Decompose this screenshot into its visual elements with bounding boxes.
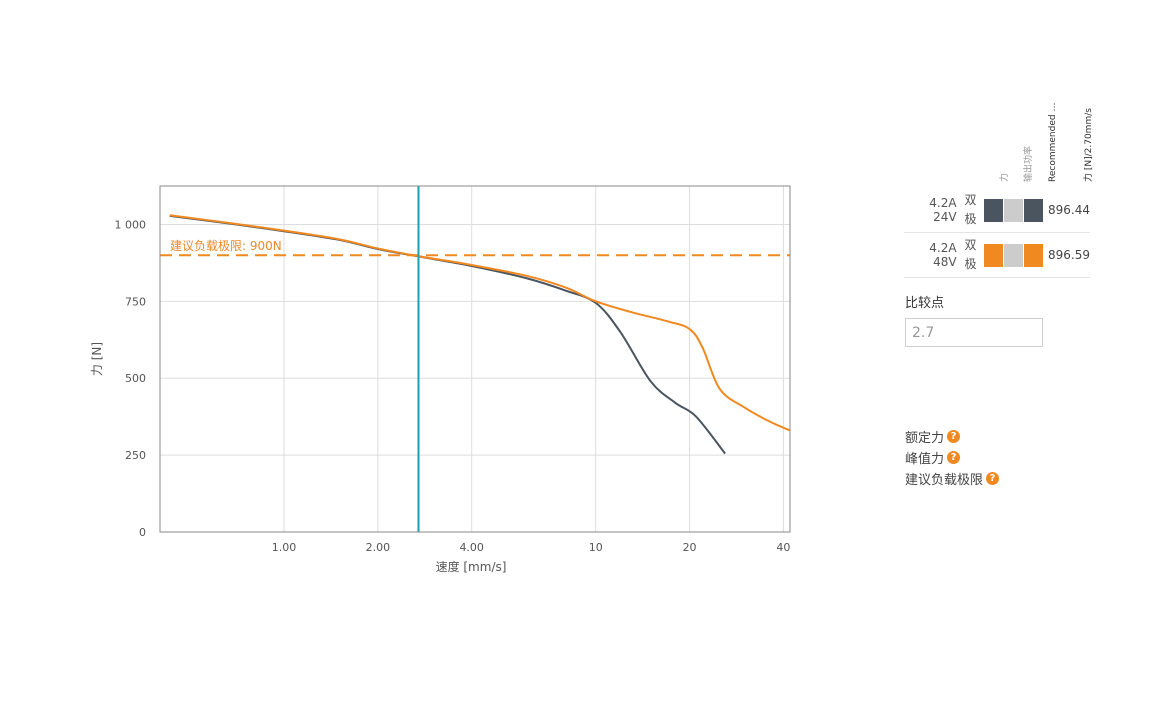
y-tick-label: 250 <box>125 449 146 462</box>
y-tick-label: 750 <box>125 295 146 308</box>
grid <box>160 186 790 533</box>
info-label: 额定力 <box>905 431 945 446</box>
info-item-peak-force: 峰值力 ? <box>905 447 999 468</box>
power-swatch[interactable] <box>1004 243 1024 267</box>
y-axis-title: 力 [N] <box>90 342 104 376</box>
column-header-recommended: Recommended l... <box>1048 102 1058 182</box>
info-list: 额定力 ? 峰值力 ? 建议负载极限 ? <box>905 426 1000 489</box>
help-icon[interactable]: ? <box>947 451 961 464</box>
compare-point-title: 比较点 <box>905 296 945 311</box>
help-icon[interactable]: ? <box>986 472 1000 485</box>
y-tick-label: 1 000 <box>115 218 147 231</box>
legend-row-type: 双极 <box>964 238 977 271</box>
plot-frame <box>159 185 791 533</box>
column-header-force: 力 <box>1000 172 1010 182</box>
force-speed-chart: 建议负载极限: 900N 0 250 500 750 1 000 1.00 2.00 4.00… <box>90 185 791 574</box>
x-tick-label: 2.00 <box>366 541 391 554</box>
force-swatch[interactable] <box>984 243 1004 267</box>
x-tick-label: 4.00 <box>459 541 484 554</box>
x-tick-label: 40 <box>776 541 790 554</box>
help-icon[interactable]: ? <box>947 430 961 443</box>
legend-row-label: 4.2A 48V <box>929 241 957 269</box>
info-item-rated-force: 额定力 ? <box>905 426 999 447</box>
legend-row-value: 896.59 <box>1047 248 1090 262</box>
axis-ticks: 0 250 500 750 1 000 1.00 2.00 4.00 10 20 40 <box>115 218 791 554</box>
recommended-swatch[interactable] <box>1024 243 1043 267</box>
legend-row-48v[interactable]: 4.2A 48V 双极 896.59 <box>904 233 1090 278</box>
compare-point-input[interactable] <box>905 318 1043 347</box>
series-group <box>169 214 791 455</box>
legend-row-type: 双极 <box>964 193 977 226</box>
info-label: 建议负载极限 <box>905 473 984 488</box>
x-tick-label: 20 <box>683 541 697 554</box>
recommended-swatch[interactable] <box>1024 198 1043 222</box>
legend-row-label: 4.2A 24V <box>929 196 957 224</box>
plot-area <box>160 186 790 532</box>
info-label: 峰值力 <box>905 452 945 467</box>
legend-row-24v[interactable]: 4.2A 24V 双极 896.44 <box>904 188 1090 233</box>
y-tick-label: 500 <box>125 372 146 385</box>
legend-header: 力 输出功率 Recommended l... 力 [N]/2.70mm/s <box>904 96 1094 188</box>
power-swatch[interactable] <box>1004 198 1024 222</box>
info-item-load-limit: 建议负载极限 ? <box>905 468 1000 489</box>
column-header-force-at-speed: 力 [N]/2.70mm/s <box>1084 108 1094 182</box>
series-48v-line <box>169 214 791 432</box>
legend-row-value: 896.44 <box>1047 203 1090 217</box>
x-tick-label: 10 <box>589 541 603 554</box>
y-tick-label: 0 <box>139 526 146 539</box>
series-legend-table: 力 输出功率 Recommended l... 力 [N]/2.70mm/s 4… <box>904 96 1094 278</box>
recommended-load-limit-label: 建议负载极限: 900N <box>170 239 282 253</box>
force-swatch[interactable] <box>984 198 1004 222</box>
column-header-power: 输出功率 <box>1024 145 1034 182</box>
x-tick-label: 1.00 <box>272 541 297 554</box>
x-axis-title: 速度 [mm/s] <box>436 559 507 574</box>
